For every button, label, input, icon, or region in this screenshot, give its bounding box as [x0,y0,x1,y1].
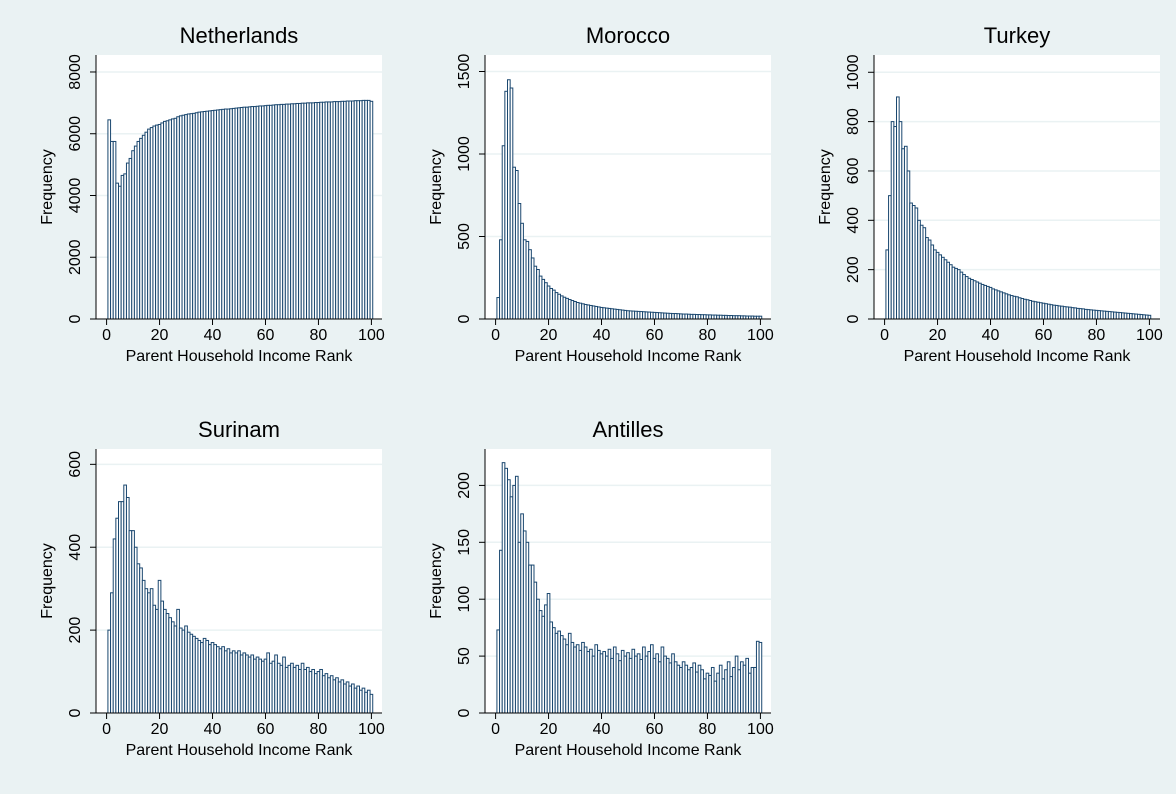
x-tick-label: 0 [880,327,889,344]
y-axis-label: Frequency [817,149,834,225]
x-axis-label: Parent Household Income Rank [126,742,354,759]
x-tick-label: 20 [929,327,947,344]
y-axis-label: Frequency [39,543,56,619]
x-axis-label: Parent Household Income Rank [904,348,1132,365]
x-tick-label: 100 [747,327,774,344]
y-tick-label: 200 [845,256,862,283]
y-tick-label: 200 [67,617,84,644]
y-tick-label: 0 [67,314,84,323]
y-tick-label: 800 [845,108,862,135]
y-tick-label: 8000 [67,54,84,90]
x-tick-label: 60 [646,721,664,738]
x-tick-label: 20 [151,327,169,344]
x-tick-label: 80 [1088,327,1106,344]
bar [369,100,374,320]
y-tick-label: 0 [67,708,84,717]
x-tick-label: 20 [540,327,558,344]
x-axis-label: Parent Household Income Rank [126,348,354,365]
x-tick-label: 20 [151,721,169,738]
y-tick-label: 400 [67,534,84,561]
panel: 0 200 400 600 800 1000 0 20 40 60 80 100 Turkey Paren… [817,23,1163,365]
x-axis-label: Parent Household Income Rank [515,742,743,759]
x-tick-label: 60 [257,721,275,738]
y-tick-label: 6000 [67,116,84,152]
y-tick-label: 600 [67,451,84,478]
chart-title: Turkey [984,23,1050,48]
bar [1147,314,1152,320]
y-tick-label: 400 [845,207,862,234]
x-tick-label: 80 [699,721,717,738]
panel: 0 200 400 600 0 20 40 60 80 100 Surinam Parent Hous… [39,417,385,759]
x-tick-label: 0 [491,721,500,738]
chart-title: Antilles [593,417,664,442]
x-tick-label: 40 [593,327,611,344]
y-tick-label: 1500 [456,54,473,90]
x-axis-label: Parent Household Income Rank [515,348,743,365]
x-tick-label: 60 [1035,327,1053,344]
x-tick-label: 40 [204,327,222,344]
chart-title: Surinam [198,417,280,442]
y-tick-label: 100 [456,586,473,613]
x-tick-label: 100 [358,327,385,344]
y-tick-label: 200 [456,472,473,499]
x-tick-label: 60 [646,327,664,344]
panel: 0 500 1000 1500 0 20 40 60 80 100 Morocco Parent Ho… [428,23,774,365]
chart-title: Morocco [586,23,670,48]
y-tick-label: 4000 [67,178,84,214]
y-tick-label: 50 [456,647,473,665]
x-tick-label: 80 [310,721,328,738]
y-tick-label: 1000 [845,54,862,90]
chart-title: Netherlands [180,23,299,48]
y-tick-label: 150 [456,529,473,556]
x-tick-label: 100 [1136,327,1163,344]
y-axis-label: Frequency [39,149,56,225]
y-axis-label: Frequency [428,149,445,225]
y-tick-label: 1000 [456,136,473,172]
x-tick-label: 0 [102,721,111,738]
x-tick-label: 40 [982,327,1000,344]
y-tick-label: 0 [845,314,862,323]
x-tick-label: 100 [747,721,774,738]
y-tick-label: 0 [456,708,473,717]
panel: 0 2000 4000 6000 8000 0 20 40 60 80 100 Netherlands… [39,23,385,365]
x-tick-label: 60 [257,327,275,344]
x-tick-label: 80 [699,327,717,344]
x-tick-label: 40 [204,721,222,738]
y-axis-label: Frequency [428,543,445,619]
x-tick-label: 100 [358,721,385,738]
y-tick-label: 500 [456,223,473,250]
x-tick-label: 40 [593,721,611,738]
y-tick-label: 600 [845,158,862,185]
x-tick-label: 20 [540,721,558,738]
bar [758,641,763,714]
x-tick-label: 0 [102,327,111,344]
bar [369,693,374,714]
panel: 0 50 100 150 200 0 20 40 60 80 100 Antilles Parent H… [428,417,774,759]
y-tick-label: 0 [456,314,473,323]
x-tick-label: 80 [310,327,328,344]
y-tick-label: 2000 [67,239,84,275]
x-tick-label: 0 [491,327,500,344]
